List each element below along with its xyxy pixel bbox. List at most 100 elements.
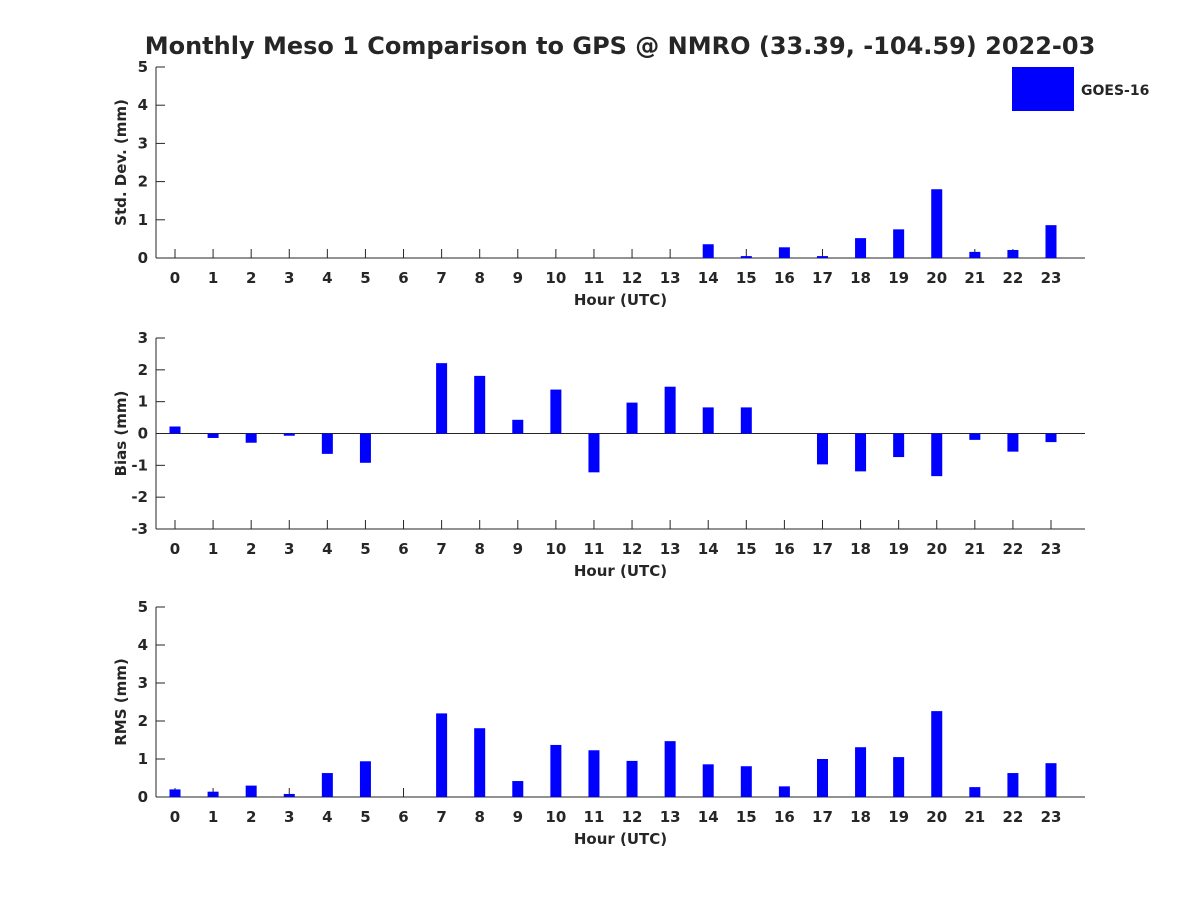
x-tick-label: 21	[964, 269, 985, 287]
x-tick-label: 1	[208, 269, 218, 287]
bar	[474, 728, 486, 797]
bar	[740, 407, 752, 434]
bar	[474, 375, 486, 434]
x-tick-label: 8	[474, 540, 484, 558]
y-tick-label: 3	[138, 329, 148, 347]
bar	[931, 711, 943, 797]
bar	[321, 433, 333, 454]
x-tick-label: 3	[284, 540, 294, 558]
x-tick-label: 20	[926, 808, 947, 826]
x-tick-label: 6	[398, 808, 408, 826]
y-tick-label: 4	[138, 636, 148, 654]
x-tick-label: 19	[888, 808, 909, 826]
bar	[1007, 773, 1019, 797]
bar	[207, 791, 219, 797]
bar	[436, 363, 448, 434]
bar	[1007, 433, 1019, 452]
y-tick-label: 5	[138, 58, 148, 76]
x-tick-label: 4	[322, 540, 332, 558]
x-tick-label: 18	[850, 808, 871, 826]
bar	[855, 433, 867, 472]
x-tick-label: 1	[208, 540, 218, 558]
bar	[169, 426, 181, 434]
x-tick-label: 23	[1041, 540, 1062, 558]
x-tick-label: 18	[850, 269, 871, 287]
y-axis-label: Std. Dev. (mm)	[112, 99, 130, 226]
x-tick-label: 17	[812, 540, 833, 558]
x-tick-label: 16	[774, 540, 795, 558]
bar	[245, 785, 257, 797]
bar	[283, 793, 295, 797]
x-tick-label: 18	[850, 540, 871, 558]
x-tick-label: 9	[513, 808, 523, 826]
x-tick-label: 21	[964, 808, 985, 826]
bar	[740, 256, 752, 258]
bar	[664, 386, 676, 434]
x-tick-label: 16	[774, 808, 795, 826]
x-tick-label: 23	[1041, 808, 1062, 826]
bar	[207, 433, 219, 438]
x-tick-label: 6	[398, 269, 408, 287]
x-tick-label: 4	[322, 269, 332, 287]
x-tick-label: 0	[170, 540, 180, 558]
bar	[893, 433, 905, 458]
y-tick-label: 0	[138, 249, 148, 267]
x-tick-label: 5	[360, 269, 370, 287]
x-tick-label: 8	[474, 808, 484, 826]
x-tick-label: 6	[398, 540, 408, 558]
x-tick-label: 9	[513, 540, 523, 558]
bar	[931, 433, 943, 477]
y-tick-label: 3	[138, 674, 148, 692]
bar	[1007, 249, 1019, 258]
bar	[740, 766, 752, 797]
y-tick-label: -1	[131, 456, 148, 474]
y-tick-label: -2	[131, 488, 148, 506]
bar	[169, 789, 181, 797]
y-axis-label: Bias (mm)	[112, 391, 130, 477]
x-tick-label: 20	[926, 269, 947, 287]
bar	[588, 433, 600, 473]
x-tick-label: 15	[736, 808, 757, 826]
bar	[588, 750, 600, 797]
bar	[245, 433, 257, 443]
legend-label: GOES-16	[1081, 83, 1149, 99]
bar	[816, 759, 828, 797]
y-tick-label: 1	[138, 211, 148, 229]
y-tick-label: 0	[138, 788, 148, 806]
bar	[969, 251, 981, 258]
x-tick-label: 9	[513, 269, 523, 287]
bar	[664, 741, 676, 797]
x-axis-label: Hour (UTC)	[574, 830, 667, 848]
x-tick-label: 11	[584, 540, 605, 558]
chart-title: Monthly Meso 1 Comparison to GPS @ NMRO …	[145, 32, 1096, 60]
x-tick-label: 2	[246, 808, 256, 826]
x-tick-label: 14	[698, 540, 719, 558]
bar	[855, 747, 867, 797]
x-tick-label: 10	[545, 269, 566, 287]
x-tick-label: 17	[812, 808, 833, 826]
x-tick-label: 20	[926, 540, 947, 558]
x-tick-label: 5	[360, 540, 370, 558]
bar	[702, 244, 714, 258]
bar	[893, 757, 905, 797]
x-tick-label: 2	[246, 540, 256, 558]
x-tick-label: 19	[888, 540, 909, 558]
x-tick-label: 11	[584, 808, 605, 826]
x-tick-label: 7	[436, 269, 446, 287]
bar	[855, 238, 867, 258]
bar	[359, 761, 371, 797]
x-tick-label: 22	[1002, 540, 1023, 558]
bar	[550, 389, 562, 434]
bar	[778, 247, 790, 258]
bar	[626, 402, 638, 434]
y-tick-label: 3	[138, 134, 148, 152]
y-tick-label: 0	[138, 425, 148, 443]
y-tick-label: -3	[131, 520, 148, 538]
bar	[283, 433, 295, 436]
y-tick-label: 1	[138, 393, 148, 411]
bar	[778, 786, 790, 797]
bar	[816, 433, 828, 465]
